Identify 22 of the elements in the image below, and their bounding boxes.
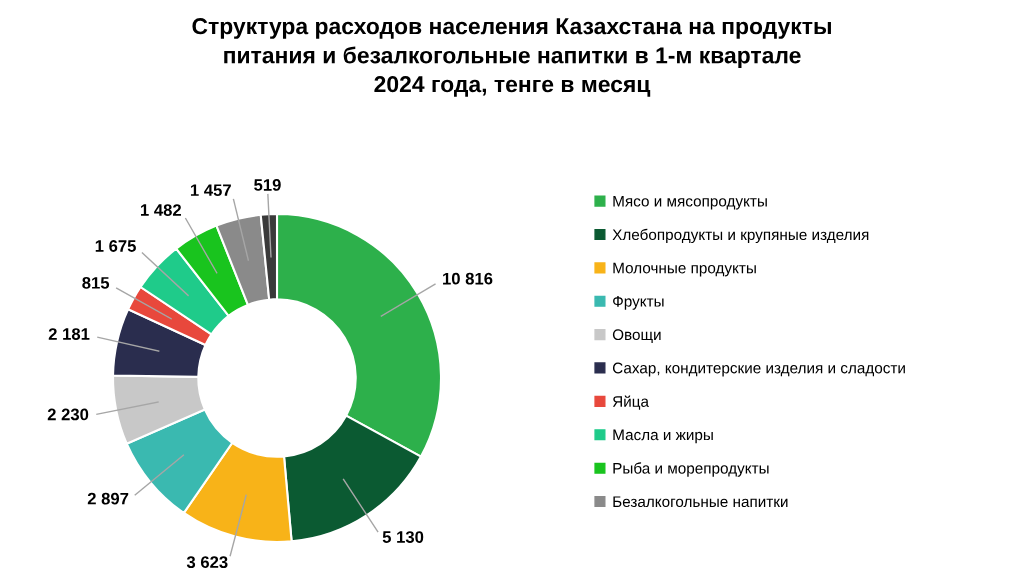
data-label: 2 897 — [87, 492, 129, 505]
data-label: 1 457 — [190, 184, 231, 197]
legend-label: Рыба и морепродукты — [613, 462, 769, 477]
data-label: 519 — [254, 179, 281, 191]
data-label: 2 181 — [48, 328, 90, 340]
legend-label: Молочные продукты — [613, 262, 756, 277]
legend-label: Безалкогольные напитки — [613, 496, 788, 508]
legend-label: Яйца — [612, 395, 649, 410]
data-label: 5 130 — [382, 531, 424, 543]
data-label: 1 675 — [95, 240, 136, 252]
legend-label: Мясо и мясопродукты — [613, 195, 767, 210]
chart-title: Структура расходов населения Казахстана на продукты питания и безалкогольные напитки в 1-м квартале 2024 года, тенге в месяц — [192, 18, 831, 97]
legend-label: Масла и жиры — [613, 429, 713, 444]
legend-label: Хлебопродукты и крупяные изделия — [612, 228, 869, 244]
legend-label: Фрукты — [613, 296, 664, 310]
data-label: 3 623 — [186, 556, 228, 569]
legend-label: Овощи — [612, 329, 661, 343]
data-label: 10 816 — [443, 272, 493, 285]
data-label: 1 482 — [140, 204, 181, 216]
data-label: 815 — [82, 276, 110, 289]
legend-label: Сахар, кондитерские изделия и сладости — [612, 362, 905, 377]
data-label: 2 230 — [47, 408, 89, 421]
